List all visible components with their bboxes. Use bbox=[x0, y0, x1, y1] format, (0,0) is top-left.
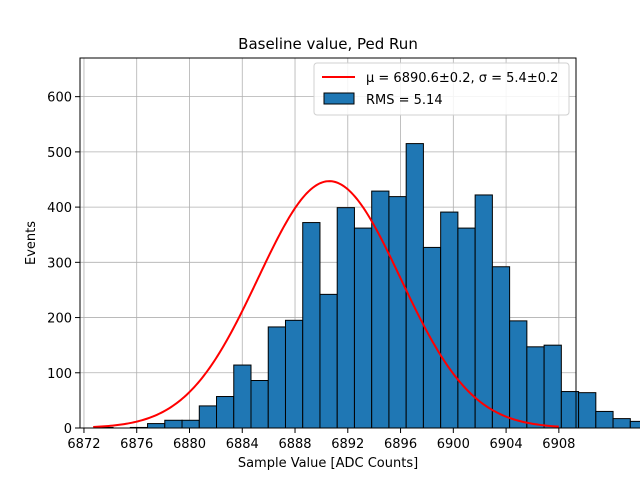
histogram-bar bbox=[491, 266, 511, 429]
histogram-bar bbox=[612, 418, 631, 429]
y-tick-label: 300 bbox=[47, 256, 72, 271]
chart-title: Baseline value, Ped Run bbox=[238, 35, 418, 53]
legend: μ = 6890.6±0.2, σ = 5.4±0.2 RMS = 5.14 bbox=[313, 62, 570, 116]
histogram-bar bbox=[405, 143, 424, 429]
x-tick-label: 6892 bbox=[331, 437, 364, 452]
x-tick-label: 6872 bbox=[67, 437, 100, 452]
x-tick-label: 6908 bbox=[542, 437, 575, 452]
histogram-bar bbox=[319, 293, 338, 429]
histogram-bar bbox=[629, 420, 640, 429]
x-tick-label: 6880 bbox=[173, 437, 206, 452]
histogram-bar bbox=[422, 246, 442, 429]
histogram-bar bbox=[250, 380, 269, 429]
histogram-bar bbox=[216, 396, 235, 429]
histogram-bar bbox=[233, 364, 252, 429]
y-axis-label: Events bbox=[24, 221, 39, 265]
histogram-bar bbox=[509, 320, 528, 429]
histogram-bar bbox=[164, 419, 183, 429]
histogram-bar bbox=[336, 207, 355, 429]
x-tick-label: 6884 bbox=[226, 437, 259, 452]
legend-hist-label: RMS = 5.14 bbox=[366, 93, 443, 108]
histogram-bar bbox=[302, 222, 321, 429]
histogram-bar bbox=[526, 346, 545, 429]
histogram-bar bbox=[578, 392, 597, 429]
x-tick-label: 6900 bbox=[437, 437, 470, 452]
histogram-bar bbox=[267, 326, 286, 429]
axis-ticks: 6872 6876 6880 6884 6888 6892 6896 6900 6904 6908… bbox=[47, 91, 575, 452]
histogram-bars bbox=[95, 143, 640, 429]
x-tick-label: 6876 bbox=[120, 437, 153, 452]
x-axis-label: Sample Value [ADC Counts] bbox=[238, 456, 418, 471]
y-tick-label: 400 bbox=[47, 201, 72, 216]
histogram-bar bbox=[181, 419, 200, 429]
histogram-bar bbox=[440, 211, 459, 429]
y-tick-label: 0 bbox=[64, 422, 72, 437]
histogram-bar bbox=[388, 196, 407, 429]
histogram-bar bbox=[595, 410, 614, 429]
legend-fit-label: μ = 6890.6±0.2, σ = 5.4±0.2 bbox=[366, 71, 558, 86]
y-tick-label: 200 bbox=[47, 312, 72, 327]
x-tick-label: 6888 bbox=[278, 437, 311, 452]
legend-box bbox=[313, 62, 570, 116]
legend-hist-swatch bbox=[323, 92, 355, 105]
y-tick-label: 500 bbox=[47, 146, 72, 161]
x-tick-label: 6896 bbox=[384, 437, 417, 452]
histogram-bar bbox=[147, 423, 166, 429]
histogram-bar bbox=[198, 405, 218, 429]
histogram-bar bbox=[457, 227, 476, 429]
histogram-bar bbox=[284, 319, 304, 429]
histogram-bar bbox=[353, 227, 373, 429]
plot-frame bbox=[79, 57, 577, 429]
histogram-bar bbox=[543, 344, 562, 429]
y-tick-label: 600 bbox=[47, 91, 72, 106]
histogram-bar bbox=[474, 194, 493, 429]
gaussian-fit-curve bbox=[93, 180, 559, 428]
x-tick-label: 6904 bbox=[490, 437, 523, 452]
y-tick-label: 100 bbox=[47, 367, 72, 382]
